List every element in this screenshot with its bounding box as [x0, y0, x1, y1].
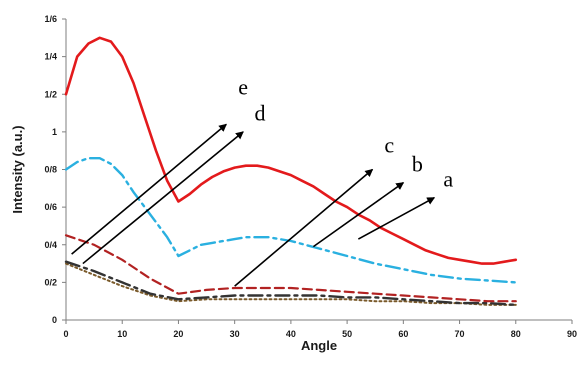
series-line-a [65, 262, 517, 306]
y-tick-label: 0/2 [44, 277, 57, 287]
x-tick-label: 0 [63, 329, 68, 339]
annotation-label-e: e [238, 74, 248, 99]
x-tick-label: 20 [173, 329, 183, 339]
x-tick-label: 40 [286, 329, 296, 339]
y-axis-title: Intensity (a.u.) [10, 125, 25, 213]
y-tick-label: 0/4 [44, 240, 57, 250]
x-tick-label: 80 [511, 329, 521, 339]
y-tick-label: 1/6 [44, 14, 57, 24]
y-tick-label: 1 [52, 127, 57, 137]
axes-layer: 0 10 20 30 40 50 60 70 80 90 0 0/2 0/4 0/6 0/8 1 1/2 1/4 1… [44, 14, 577, 339]
annotation-arrow-e [71, 123, 227, 255]
x-tick-label: 10 [117, 329, 127, 339]
annotation-arrow-b [312, 182, 405, 248]
x-tick-label: 30 [230, 329, 240, 339]
annotation-arrow-a [357, 197, 436, 240]
x-tick-label: 70 [455, 329, 465, 339]
x-tick-label: 50 [342, 329, 352, 339]
y-tick-label: 0/6 [44, 202, 57, 212]
series-layer [64, 36, 518, 307]
annotation-label-b: b [412, 151, 423, 176]
y-tick-label: 0/8 [44, 165, 57, 175]
y-tick-label: 1/2 [44, 89, 57, 99]
annotations-layer: ed cba [71, 74, 453, 287]
x-axis-title: Angle [301, 338, 337, 353]
annotation-label-c: c [384, 133, 394, 158]
x-tick-label: 90 [567, 329, 577, 339]
series-line-e [64, 36, 518, 265]
annotation-arrow-d [82, 131, 244, 265]
annotation-label-d: d [254, 101, 265, 126]
y-tick-label: 1/4 [44, 52, 57, 62]
y-tick-label: 0 [52, 315, 57, 325]
series-line-c [64, 234, 517, 303]
x-tick-label: 60 [398, 329, 408, 339]
annotation-label-a: a [443, 166, 453, 191]
series-line-b [64, 260, 517, 307]
annotation-arrow-c [234, 168, 374, 287]
series-line-d [64, 156, 517, 284]
